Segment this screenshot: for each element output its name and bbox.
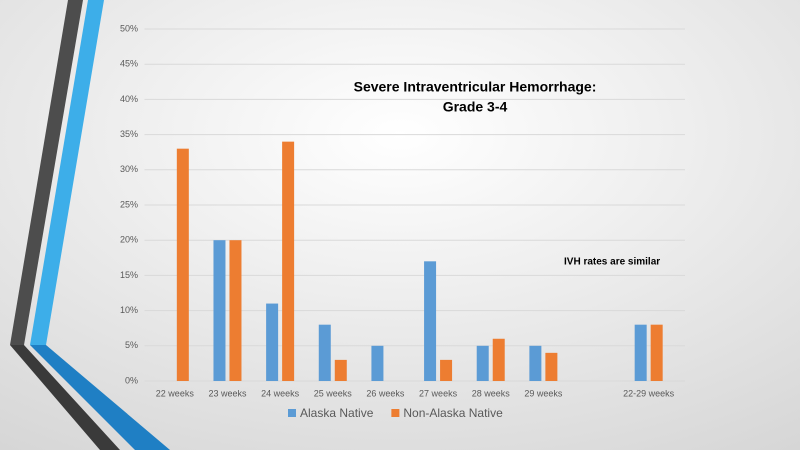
x-tick-label: 22 weeks — [156, 388, 195, 398]
bar — [529, 345, 542, 381]
legend-label: Alaska Native — [300, 406, 374, 420]
y-tick-label: 50% — [120, 23, 138, 33]
bar — [282, 141, 295, 381]
x-tick-label: 27 weeks — [419, 388, 458, 398]
x-tick-label: 29 weeks — [524, 388, 563, 398]
x-tick-label: 26 weeks — [366, 388, 405, 398]
bar — [229, 240, 242, 381]
legend-label: Non-Alaska Native — [403, 406, 503, 420]
x-tick-label: 24 weeks — [261, 388, 300, 398]
y-tick-label: 0% — [125, 375, 138, 385]
decoration — [30, 345, 170, 450]
chart-title: Severe Intraventricular Hemorrhage: — [354, 79, 597, 95]
decoration — [10, 345, 120, 450]
bar — [492, 338, 505, 381]
y-tick-label: 40% — [120, 94, 138, 104]
x-tick-label: 23 weeks — [208, 388, 247, 398]
decoration — [30, 0, 104, 345]
bar — [371, 345, 384, 381]
bar — [318, 324, 331, 381]
x-tick-label: 25 weeks — [314, 388, 353, 398]
bar — [440, 359, 453, 381]
y-tick-label: 25% — [120, 199, 138, 209]
chart-title: Grade 3-4 — [443, 99, 508, 115]
y-tick-label: 20% — [120, 235, 138, 245]
bar — [545, 352, 558, 381]
legend-swatch — [288, 409, 296, 417]
bar — [650, 324, 663, 381]
y-tick-label: 5% — [125, 340, 138, 350]
y-tick-label: 30% — [120, 164, 138, 174]
x-tick-label: 22-29 weeks — [623, 388, 675, 398]
y-tick-label: 35% — [120, 129, 138, 139]
decoration — [10, 0, 83, 345]
annotation: IVH rates are similar — [564, 257, 660, 268]
bar — [634, 324, 647, 381]
y-tick-label: 15% — [120, 270, 138, 280]
bar — [334, 359, 347, 381]
bar — [213, 240, 226, 381]
bar — [476, 345, 489, 381]
y-tick-label: 10% — [120, 305, 138, 315]
bar — [266, 303, 279, 381]
legend-swatch — [391, 409, 400, 417]
y-tick-label: 45% — [120, 59, 138, 69]
bar — [424, 261, 437, 381]
x-tick-label: 28 weeks — [472, 388, 511, 398]
bar — [176, 148, 189, 381]
